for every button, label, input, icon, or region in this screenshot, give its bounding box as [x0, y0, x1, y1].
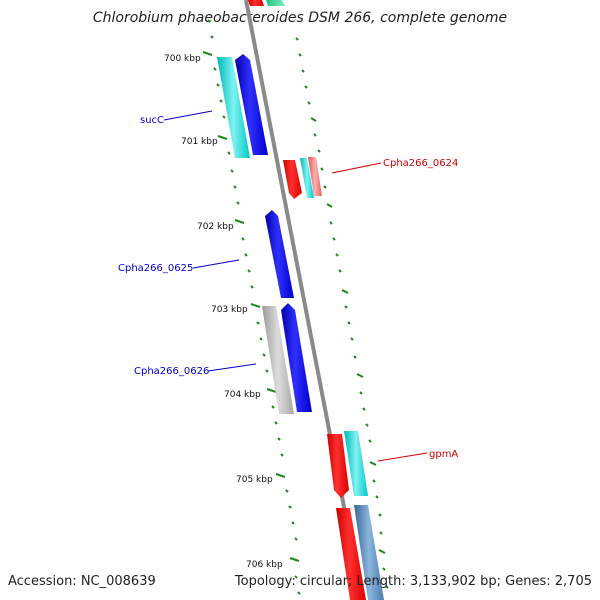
leader-cpha266-0626 [207, 363, 257, 372]
feature-top-red [248, 0, 264, 6]
leader-cpha266-0625 [192, 259, 240, 269]
tick-label-705: 705 kbp [236, 475, 273, 485]
gene-label-succ[interactable]: sucC [140, 115, 164, 126]
gene-gpma[interactable] [327, 434, 349, 498]
genome-stats-label: Topology: circular; Length: 3,133,902 bp… [234, 574, 592, 589]
leader-gpma [377, 452, 428, 462]
feature-cyan-gpma [344, 431, 368, 496]
gene-cpha266-0624[interactable] [283, 160, 302, 199]
gene-label-cpha266-0624[interactable]: Cpha266_0624 [383, 158, 458, 169]
tick-label-702: 702 kbp [197, 222, 234, 232]
leader-succ [163, 110, 213, 121]
gene-cpha266-0625[interactable] [265, 210, 294, 298]
gene-label-cpha266-0625[interactable]: Cpha266_0625 [118, 263, 193, 274]
tick-label-701: 701 kbp [181, 137, 218, 147]
tick-label-704: 704 kbp [224, 390, 261, 400]
feature-red-bottom [336, 508, 366, 600]
feature-cyan-succ [217, 57, 250, 158]
tick-label-700: 700 kbp [164, 54, 201, 64]
feature-cyan-0624 [300, 158, 314, 198]
accession-label: Accession: NC_008639 [8, 574, 156, 589]
feature-grey-cpha266-0626 [262, 306, 294, 414]
left-tick-track [202, 19, 301, 595]
feature-steel-bottom [354, 505, 384, 600]
tick-label-703: 703 kbp [211, 305, 248, 315]
map-title: Chlorobium phaeobacteroides DSM 266, com… [92, 10, 508, 26]
feature-top-green [266, 0, 285, 6]
tick-label-706: 706 kbp [246, 560, 283, 570]
gene-label-cpha266-0626[interactable]: Cpha266_0626 [134, 366, 209, 377]
leader-cpha266-0624 [331, 162, 382, 174]
gene-cpha266-0626[interactable] [281, 303, 312, 412]
gene-label-gpma[interactable]: gpmA [429, 449, 458, 460]
right-tick-track [295, 37, 389, 589]
genome-backbone [244, 0, 364, 600]
feature-pink-0624 [308, 157, 322, 196]
gene-succ[interactable] [235, 54, 268, 155]
